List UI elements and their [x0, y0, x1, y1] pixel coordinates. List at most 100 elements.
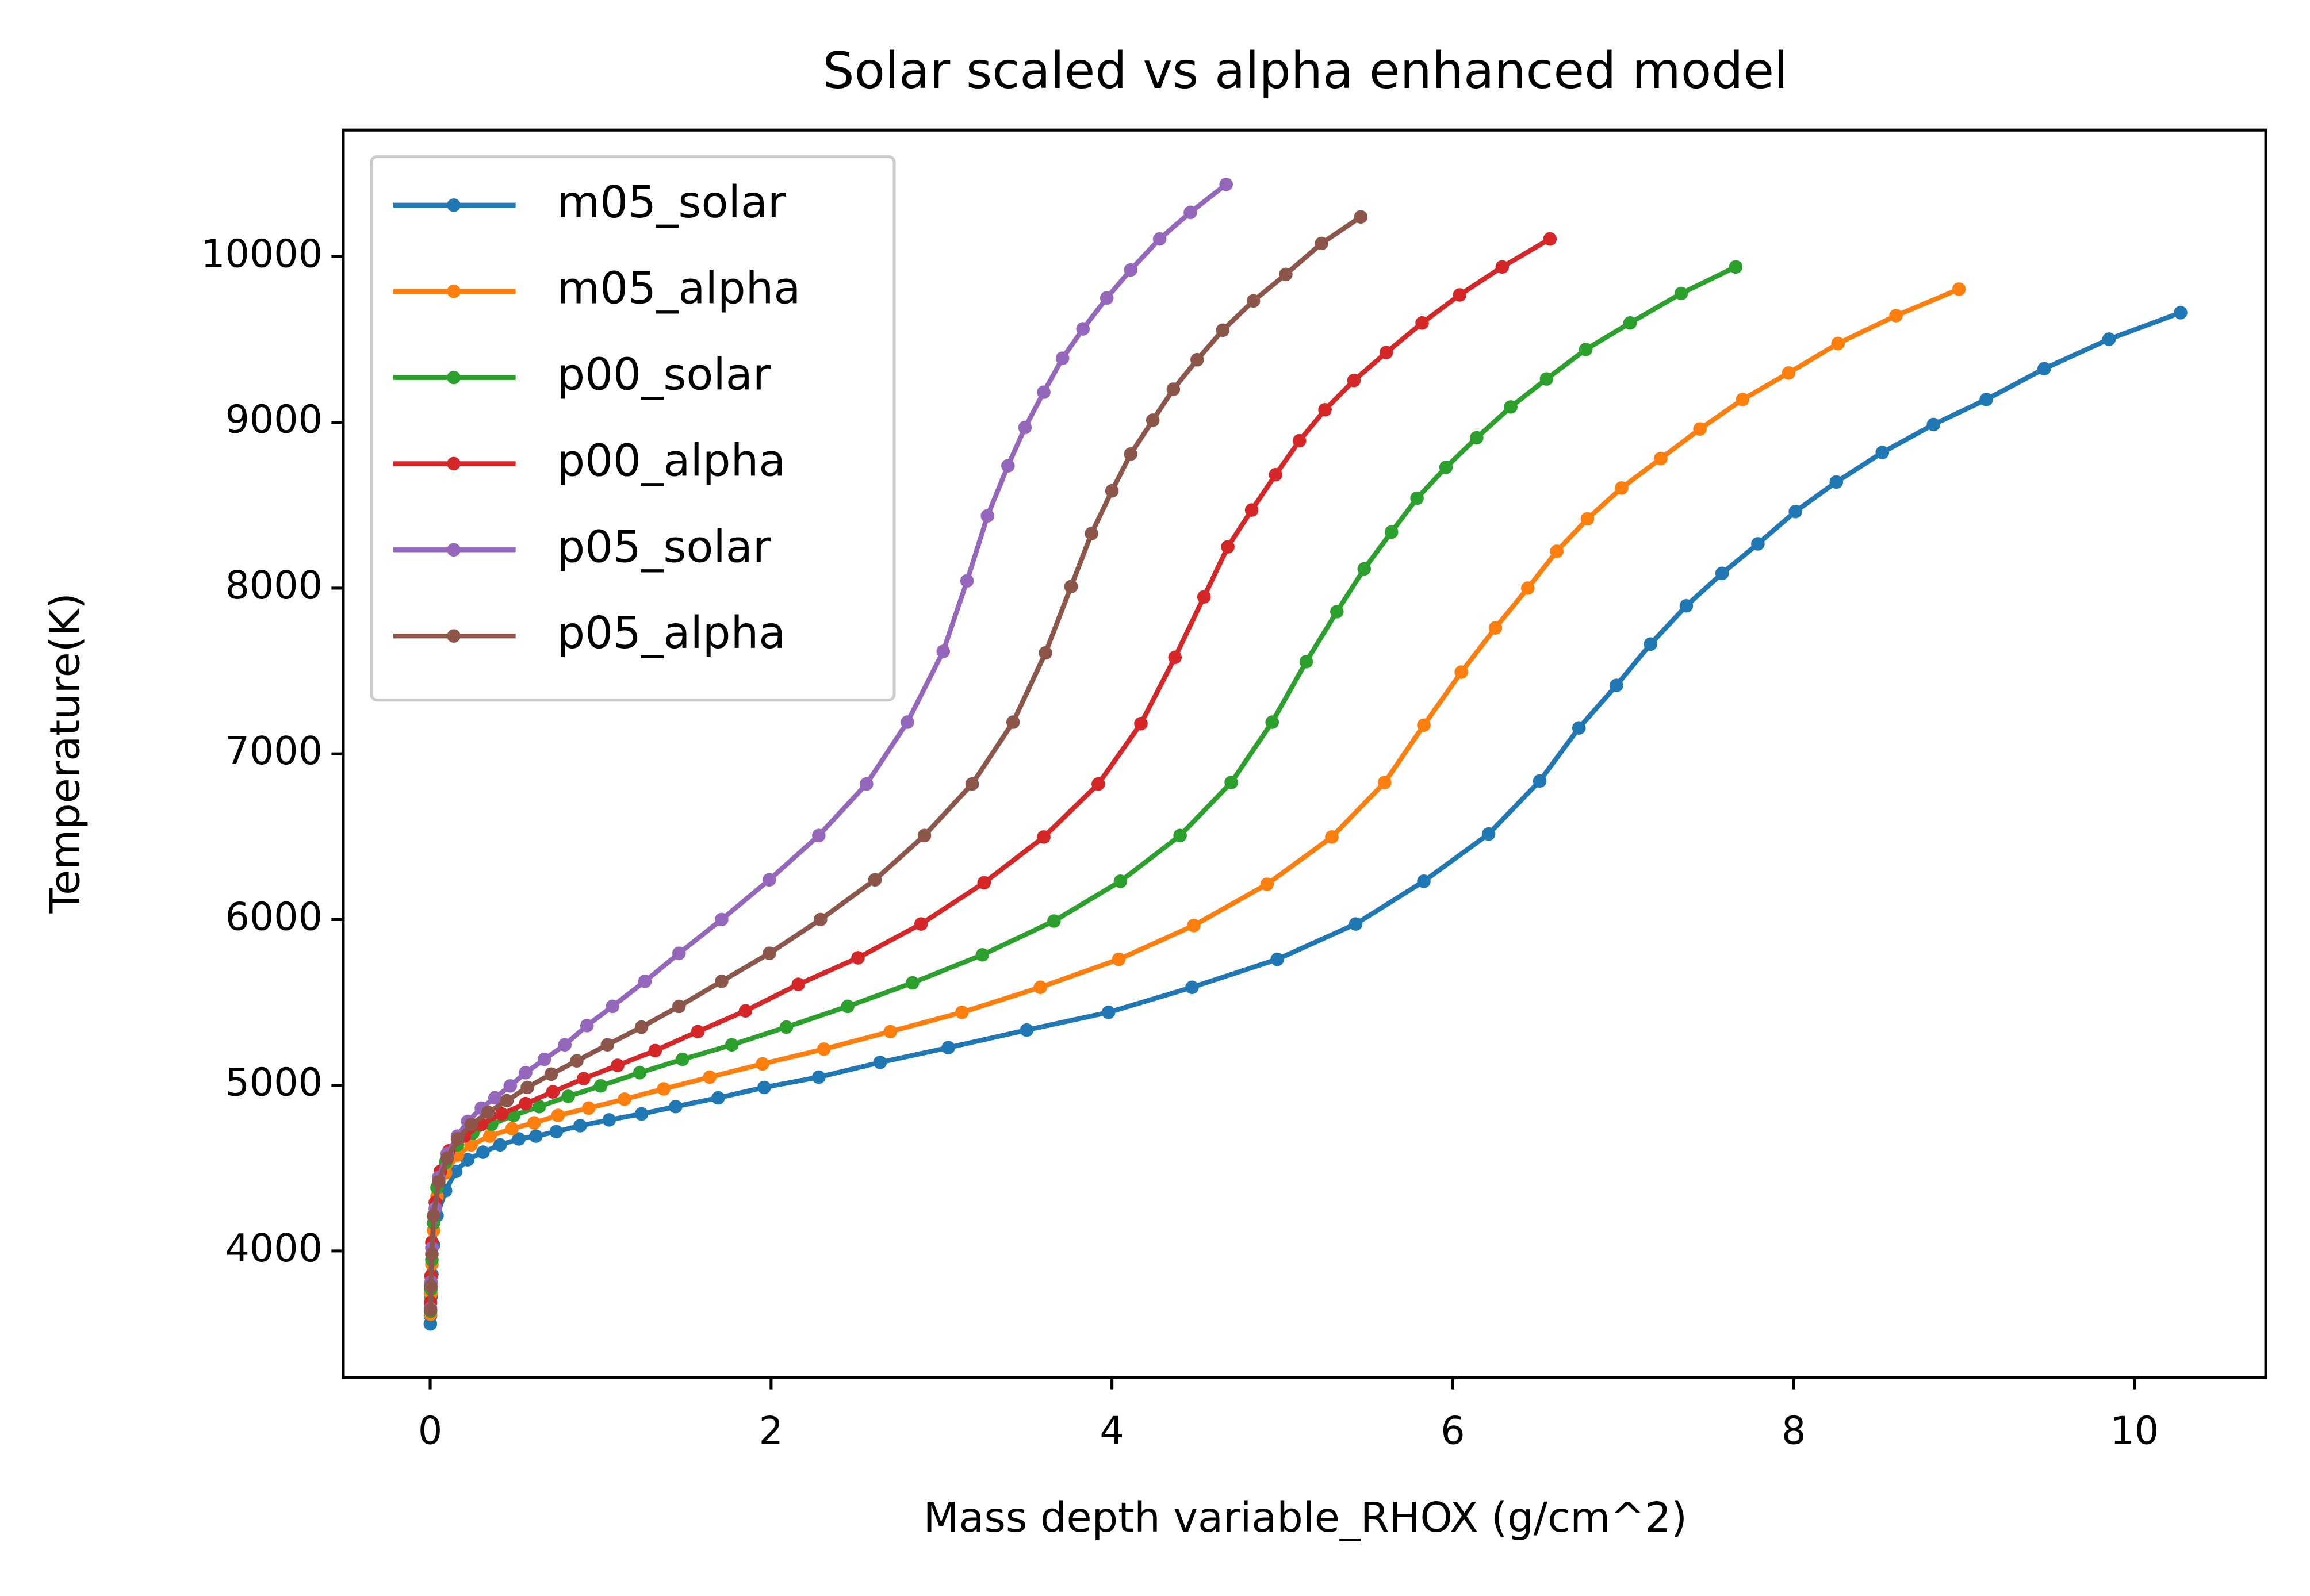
- data-point: [425, 1247, 439, 1261]
- x-tick-label: 6: [1441, 1408, 1465, 1453]
- data-point: [1224, 776, 1238, 789]
- data-point: [503, 1079, 518, 1093]
- data-point: [851, 951, 865, 965]
- data-point: [1101, 1006, 1116, 1019]
- legend-marker: [447, 543, 461, 557]
- data-point: [657, 1082, 671, 1096]
- data-point: [1751, 537, 1765, 551]
- data-point: [1269, 467, 1282, 482]
- data-point: [1679, 598, 1694, 613]
- data-point: [1539, 372, 1554, 386]
- data-point: [763, 873, 776, 887]
- data-point: [1064, 580, 1078, 594]
- data-point: [1168, 650, 1182, 665]
- data-point: [532, 1100, 546, 1114]
- data-point: [1330, 605, 1344, 619]
- legend-marker: [447, 629, 461, 643]
- data-point: [483, 1129, 497, 1143]
- legend-marker: [447, 370, 461, 385]
- x-tick-label: 4: [1100, 1408, 1124, 1453]
- data-point: [1831, 336, 1845, 351]
- data-point: [711, 1091, 725, 1105]
- data-point: [500, 1094, 514, 1108]
- data-point: [1417, 874, 1431, 888]
- data-point: [1315, 236, 1328, 251]
- data-point: [440, 1151, 454, 1165]
- data-point: [1454, 665, 1468, 679]
- data-point: [633, 1065, 647, 1080]
- data-point: [1654, 451, 1668, 466]
- plot-frame: [342, 128, 2267, 1379]
- x-tick-label: 10: [2110, 1408, 2159, 1453]
- data-point: [520, 1080, 534, 1095]
- data-point: [1415, 316, 1429, 330]
- data-point: [1183, 205, 1197, 220]
- data-point: [860, 777, 874, 791]
- data-point: [1037, 385, 1051, 399]
- legend-label: p00_solar: [557, 350, 771, 401]
- data-point: [1354, 210, 1368, 224]
- data-point: [1926, 417, 1940, 432]
- data-point: [1039, 646, 1052, 660]
- data-point: [965, 777, 979, 791]
- data-point: [1020, 1023, 1034, 1037]
- data-point: [1572, 721, 1586, 735]
- data-point: [1190, 352, 1204, 367]
- data-point: [519, 1065, 533, 1080]
- data-point: [519, 1096, 533, 1111]
- data-point: [812, 828, 826, 843]
- data-point: [1124, 263, 1138, 277]
- y-tick-label: 9000: [225, 397, 323, 442]
- data-point: [1146, 413, 1160, 427]
- data-point: [1187, 918, 1201, 933]
- data-point: [580, 1019, 594, 1033]
- data-point: [1439, 460, 1453, 474]
- data-point: [1221, 540, 1235, 554]
- data-point: [725, 1038, 739, 1052]
- data-point: [1481, 827, 1496, 841]
- legend-label: m05_solar: [557, 177, 786, 228]
- x-tick-label: 0: [418, 1408, 442, 1453]
- data-point: [423, 1303, 438, 1317]
- y-tick-label: 8000: [225, 563, 323, 608]
- data-point: [812, 1070, 826, 1084]
- data-point: [1410, 491, 1424, 505]
- data-point: [1152, 232, 1167, 246]
- data-point: [2102, 332, 2116, 346]
- legend-marker: [447, 284, 461, 298]
- data-point: [1134, 716, 1148, 731]
- data-point: [691, 1025, 705, 1039]
- x-tick-label: 8: [1782, 1408, 1806, 1453]
- data-point: [669, 1100, 683, 1114]
- data-point: [1521, 581, 1535, 595]
- data-point: [1693, 422, 1707, 436]
- data-point: [1580, 512, 1595, 526]
- data-point: [914, 917, 928, 931]
- data-point: [1325, 830, 1339, 844]
- data-point: [1105, 484, 1119, 498]
- data-point: [1001, 459, 1015, 473]
- data-point: [763, 946, 776, 960]
- data-point: [602, 1113, 616, 1127]
- x-tick-label: 2: [759, 1408, 783, 1453]
- chart-title: Solar scaled vs alpha enhanced model: [822, 41, 1788, 100]
- data-point: [1674, 286, 1688, 301]
- data-point: [581, 1101, 596, 1115]
- data-point: [505, 1122, 519, 1135]
- data-point: [432, 1175, 446, 1189]
- data-point: [618, 1092, 631, 1106]
- data-point: [1533, 774, 1547, 788]
- data-point: [1100, 291, 1114, 305]
- data-point: [779, 1020, 794, 1034]
- legend-label: p05_solar: [557, 521, 771, 573]
- data-point: [1055, 351, 1070, 365]
- data-point: [1623, 316, 1637, 330]
- data-point: [941, 1041, 955, 1054]
- data-point: [461, 1153, 475, 1167]
- data-point: [611, 1058, 625, 1072]
- data-point: [424, 1279, 438, 1294]
- data-point: [841, 999, 855, 1014]
- data-point: [570, 1054, 584, 1068]
- data-point: [1265, 715, 1279, 729]
